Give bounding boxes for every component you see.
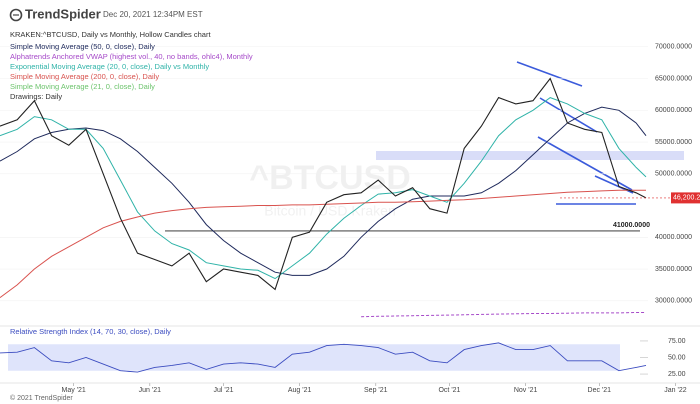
footer: © 2021 TrendSpider xyxy=(10,394,73,402)
plot-layer: 30000.0000 35000.0000 40000.0000 50000.0000… xyxy=(0,42,700,394)
logo-icon xyxy=(9,8,23,22)
y-tick-label: 60000.0000 xyxy=(655,107,692,114)
legend-entry: Drawings: Daily xyxy=(10,92,62,101)
legend-entry: Simple Moving Average (200, 0, close), D… xyxy=(10,72,159,81)
legend-entry: Simple Moving Average (21, 0, close), Da… xyxy=(10,82,155,91)
x-tick-label: Nov '21 xyxy=(514,387,538,394)
trendlines xyxy=(516,61,636,205)
indicator-line xyxy=(0,106,647,276)
y-tick-label: 65000.0000 xyxy=(655,75,692,82)
x-tick-label: May '21 xyxy=(62,387,86,394)
trendline xyxy=(516,61,583,87)
price-line xyxy=(0,77,647,291)
watermark: ^BTCUSD xyxy=(249,159,411,197)
y-tick-label: 40000.0000 xyxy=(655,234,692,241)
last-price-box xyxy=(671,192,700,204)
logo xyxy=(9,8,23,22)
y-tick-label: 30000.0000 xyxy=(655,298,692,305)
indicator-line xyxy=(0,97,647,280)
trendline xyxy=(537,136,633,191)
x-tick-label: Jan '22 xyxy=(664,387,686,394)
y-tick-label: 35000.0000 xyxy=(655,266,692,273)
indicator-line xyxy=(0,189,646,299)
y-tick-label: 50.00 xyxy=(668,354,686,361)
x-tick-label: Dec '21 xyxy=(588,387,612,394)
last-price-label: 46,200.2 xyxy=(673,195,700,202)
x-tick-label: Sep '21 xyxy=(364,387,388,394)
level-label: 41000.0000 xyxy=(613,222,650,229)
legend-entry: Alphatrends Anchored VWAP (highest vol.,… xyxy=(10,52,253,61)
x-tick-label: Jul '21 xyxy=(214,387,234,394)
y-tick-label: 75.00 xyxy=(668,338,686,345)
y-tick-label: 25.00 xyxy=(668,371,686,378)
symbol-line: KRAKEN:^BTCUSD, Daily vs Monthly, Hollow… xyxy=(10,30,211,39)
x-tick-label: Aug '21 xyxy=(288,387,312,394)
legend-entry: Exponential Moving Average (20, 0, close… xyxy=(10,62,209,71)
zone-drawing xyxy=(376,151,684,160)
y-tick-label: 70000.0000 xyxy=(655,44,692,51)
logo-text: TrendSpider xyxy=(25,6,101,21)
y-tick-label: 50000.0000 xyxy=(655,171,692,178)
rsi-line xyxy=(0,342,647,373)
rsi-title: Relative Strength Index (14, 70, 30, clo… xyxy=(10,327,171,336)
rsi-band xyxy=(8,344,620,371)
legend-entry: Simple Moving Average (50, 0, close), Da… xyxy=(10,42,155,51)
indicator-line xyxy=(361,312,646,318)
x-tick-label: Oct '21 xyxy=(438,387,460,394)
timestamp: Dec 20, 2021 12:34PM EST xyxy=(103,10,203,19)
x-tick-label: Jun '21 xyxy=(139,387,161,394)
y-tick-label: 55000.0000 xyxy=(655,139,692,146)
trendline xyxy=(539,97,598,133)
watermark-sub: Bitcoin / USD Kraken xyxy=(264,203,396,219)
